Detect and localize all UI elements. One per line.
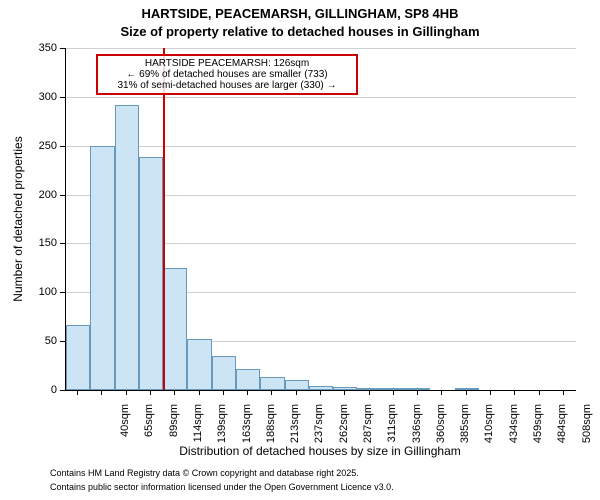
y-axis-label: Number of detached properties: [11, 136, 25, 301]
histogram-bar: [212, 356, 236, 390]
x-tick-mark: [271, 390, 272, 395]
x-tick-mark: [514, 390, 515, 395]
y-tick-mark: [60, 292, 65, 293]
x-axis-label: Distribution of detached houses by size …: [65, 444, 575, 458]
reference-line: [163, 48, 165, 390]
y-tick-label: 100: [39, 286, 57, 298]
y-gridline: [66, 97, 576, 98]
plot-area: HARTSIDE PEACEMARSH: 126sqm← 69% of deta…: [65, 48, 576, 391]
footer-line1: Contains HM Land Registry data © Crown c…: [50, 468, 359, 478]
x-tick-mark: [223, 390, 224, 395]
y-tick-label: 350: [39, 42, 57, 54]
y-tick-label: 200: [39, 189, 57, 201]
y-tick-label: 150: [39, 237, 57, 249]
x-tick-mark: [174, 390, 175, 395]
y-tick-label: 50: [45, 335, 57, 347]
chart-title-line2: Size of property relative to detached ho…: [0, 24, 600, 39]
histogram-bar: [66, 325, 90, 390]
histogram-bar: [115, 105, 139, 390]
histogram-bar: [187, 339, 211, 390]
x-tick-mark: [344, 390, 345, 395]
histogram-bar: [382, 388, 406, 390]
histogram-bar: [333, 387, 357, 390]
histogram-bar: [90, 146, 114, 390]
x-tick-mark: [393, 390, 394, 395]
histogram-bar: [163, 268, 187, 390]
x-tick-mark: [466, 390, 467, 395]
annotation-box: HARTSIDE PEACEMARSH: 126sqm← 69% of deta…: [96, 54, 358, 95]
x-tick-mark: [150, 390, 151, 395]
x-tick-mark: [101, 390, 102, 395]
y-gridline: [66, 146, 576, 147]
y-tick-label: 0: [51, 384, 57, 396]
y-tick-mark: [60, 48, 65, 49]
chart-root: HARTSIDE, PEACEMARSH, GILLINGHAM, SP8 4H…: [0, 0, 600, 500]
x-tick-mark: [199, 390, 200, 395]
histogram-bar: [406, 388, 430, 390]
y-tick-mark: [60, 146, 65, 147]
x-tick-label: 508sqm: [581, 404, 593, 454]
x-tick-mark: [369, 390, 370, 395]
y-gridline: [66, 48, 576, 49]
annotation-line: 31% of semi-detached houses are larger (…: [102, 80, 352, 91]
x-tick-mark: [296, 390, 297, 395]
y-tick-mark: [60, 341, 65, 342]
y-tick-label: 250: [39, 140, 57, 152]
x-tick-mark: [126, 390, 127, 395]
y-tick-mark: [60, 390, 65, 391]
histogram-bar: [285, 380, 309, 390]
x-tick-mark: [441, 390, 442, 395]
histogram-bar: [260, 377, 284, 390]
x-tick-mark: [539, 390, 540, 395]
histogram-bar: [357, 388, 381, 390]
y-tick-mark: [60, 195, 65, 196]
histogram-bar: [455, 388, 479, 390]
y-tick-mark: [60, 243, 65, 244]
chart-title-line1: HARTSIDE, PEACEMARSH, GILLINGHAM, SP8 4H…: [0, 6, 600, 21]
x-tick-mark: [490, 390, 491, 395]
annotation-line: ← 69% of detached houses are smaller (73…: [102, 69, 352, 80]
x-tick-mark: [77, 390, 78, 395]
annotation-line: HARTSIDE PEACEMARSH: 126sqm: [102, 58, 352, 69]
y-tick-label: 300: [39, 91, 57, 103]
footer-line2: Contains public sector information licen…: [50, 482, 394, 492]
x-tick-mark: [247, 390, 248, 395]
x-tick-mark: [563, 390, 564, 395]
y-tick-mark: [60, 97, 65, 98]
x-tick-mark: [417, 390, 418, 395]
x-tick-mark: [320, 390, 321, 395]
histogram-bar: [236, 369, 260, 390]
histogram-bar: [139, 157, 163, 390]
